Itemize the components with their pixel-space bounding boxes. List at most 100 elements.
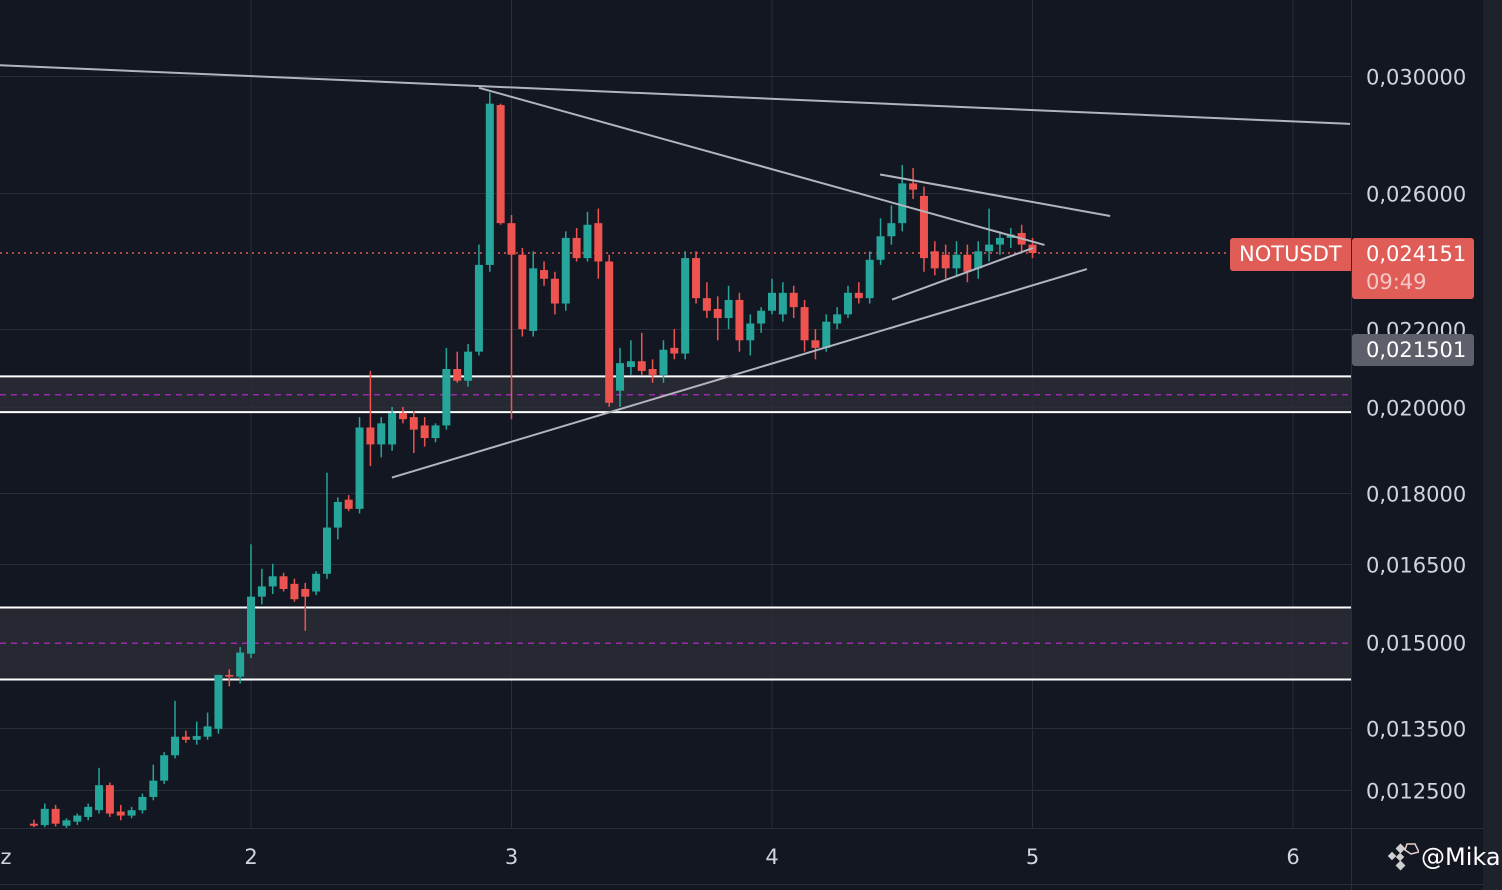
candle-body bbox=[485, 103, 494, 265]
x-tick-label: z bbox=[0, 845, 11, 869]
candle-body bbox=[757, 310, 766, 324]
candle-up bbox=[388, 406, 397, 451]
candle-up bbox=[822, 314, 831, 352]
candle-up bbox=[40, 803, 49, 828]
candle-body bbox=[909, 183, 918, 190]
candle-down bbox=[279, 572, 288, 592]
candle-up bbox=[529, 251, 538, 337]
candle-body bbox=[572, 237, 581, 259]
candle-down bbox=[507, 215, 516, 420]
x-tick-label: 4 bbox=[765, 845, 778, 869]
candle-up bbox=[268, 563, 277, 595]
y-tick-label: 0,012500 bbox=[1366, 780, 1466, 804]
y-tick-label: 0,018000 bbox=[1366, 483, 1466, 507]
candle-body bbox=[681, 258, 690, 354]
candle-down bbox=[963, 244, 972, 283]
y-tick-label: 0,020000 bbox=[1366, 397, 1466, 421]
time-axis[interactable]: z 2 3 4 5 6 bbox=[0, 845, 1299, 869]
trendline[interactable] bbox=[478, 86, 1045, 246]
candle-body bbox=[496, 105, 505, 224]
scrollbar[interactable] bbox=[1483, 0, 1502, 890]
candle-body bbox=[811, 340, 820, 348]
candle-up bbox=[257, 568, 266, 605]
candle-body bbox=[833, 314, 842, 324]
candle-down bbox=[702, 282, 711, 319]
candle-down bbox=[637, 332, 646, 375]
trendline[interactable] bbox=[391, 268, 1088, 479]
candle-down bbox=[648, 359, 657, 383]
candle-down bbox=[51, 804, 60, 827]
candle-up bbox=[724, 285, 733, 330]
candle-down bbox=[909, 168, 918, 200]
candle-down bbox=[550, 271, 559, 315]
candle-body bbox=[301, 588, 310, 597]
candle-up bbox=[757, 307, 766, 333]
candle-body bbox=[84, 806, 93, 817]
candle-body bbox=[464, 351, 473, 381]
candle-up bbox=[214, 674, 223, 734]
candle-body bbox=[963, 254, 972, 272]
y-tick-label: 0,013500 bbox=[1366, 718, 1466, 742]
candle-body bbox=[843, 292, 852, 315]
candle-up bbox=[865, 251, 874, 304]
candle-body bbox=[225, 674, 234, 677]
candle-body bbox=[637, 361, 646, 371]
candle-body bbox=[702, 298, 711, 311]
candle-body bbox=[583, 224, 592, 259]
candle-up bbox=[171, 700, 180, 759]
candle-up bbox=[995, 231, 1004, 255]
candle-up bbox=[203, 712, 212, 740]
candle-up bbox=[160, 752, 169, 784]
candle-up bbox=[746, 314, 755, 356]
candle-body bbox=[919, 195, 928, 259]
candle-up bbox=[485, 92, 494, 272]
candle-up bbox=[377, 417, 386, 458]
candle-down bbox=[518, 247, 527, 337]
price-axis[interactable]: 0,0300000,0260000,0220000,0200000,018000… bbox=[1366, 66, 1466, 804]
candle-up bbox=[681, 251, 690, 360]
candle-body bbox=[540, 270, 549, 279]
candle-body bbox=[768, 292, 776, 311]
candle-body bbox=[529, 268, 538, 331]
candle-body bbox=[203, 726, 212, 737]
trendline[interactable] bbox=[891, 247, 1034, 301]
candle-body bbox=[670, 347, 679, 354]
candle-up bbox=[898, 165, 907, 232]
x-tick-label: 2 bbox=[244, 845, 257, 869]
candle-body bbox=[420, 425, 429, 439]
trendlines[interactable] bbox=[0, 64, 1351, 479]
candle-up bbox=[833, 307, 842, 330]
candle-body bbox=[29, 823, 38, 826]
bar-countdown: 09:49 bbox=[1366, 270, 1427, 294]
candle-body bbox=[474, 264, 483, 352]
candle-down bbox=[116, 804, 125, 821]
candle-body bbox=[713, 308, 722, 319]
candle-up bbox=[843, 285, 852, 319]
x-tick-label: 6 bbox=[1286, 845, 1299, 869]
candle-up bbox=[887, 205, 896, 245]
candle-down bbox=[301, 582, 310, 631]
candle-body bbox=[366, 427, 375, 445]
candle-up bbox=[474, 244, 483, 356]
candle-body bbox=[73, 815, 82, 822]
candle-up bbox=[95, 767, 104, 814]
candle-body bbox=[724, 299, 733, 319]
candle-down bbox=[919, 186, 928, 272]
trendline[interactable] bbox=[879, 173, 1111, 217]
watermark-text: @Mika bbox=[1421, 843, 1501, 871]
trendline[interactable] bbox=[0, 64, 1351, 125]
candle-body bbox=[518, 254, 527, 330]
candle-down bbox=[344, 495, 353, 512]
candle-body bbox=[442, 368, 451, 426]
candle-up bbox=[236, 647, 245, 684]
candle-body bbox=[171, 736, 180, 756]
candle-body bbox=[322, 527, 331, 574]
candle-body bbox=[876, 236, 885, 260]
candle-down bbox=[605, 254, 614, 407]
candle-body bbox=[247, 596, 255, 654]
candle-up bbox=[778, 282, 787, 322]
candle-body bbox=[626, 361, 635, 368]
candle-up bbox=[952, 241, 961, 276]
candles bbox=[29, 92, 1037, 828]
